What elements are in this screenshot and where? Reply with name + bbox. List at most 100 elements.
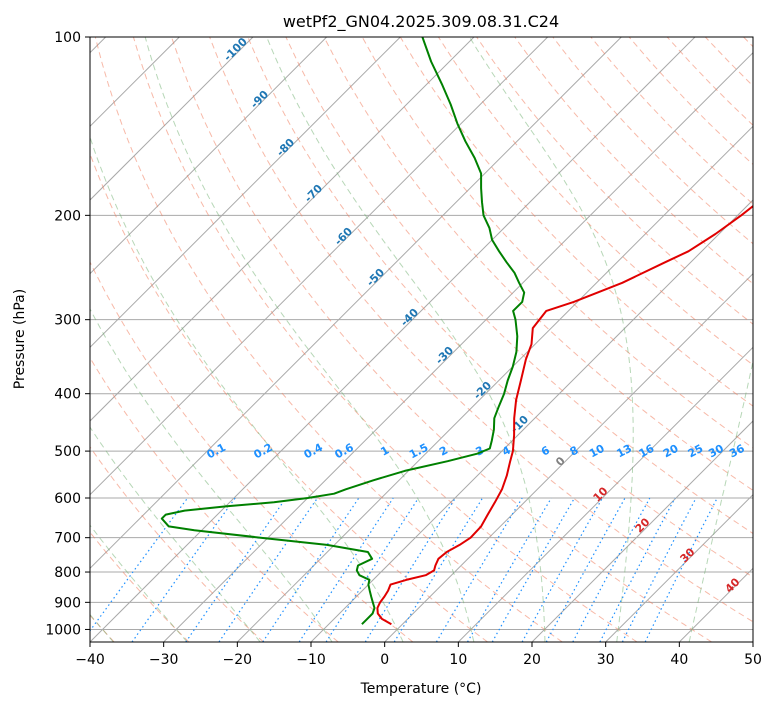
x-axis-label: Temperature (°C) xyxy=(360,681,482,697)
mixing-ratio-line xyxy=(218,497,318,642)
isotherm-line xyxy=(605,493,753,642)
chart-title: wetPf2_GN04.2025.309.08.31.C24 xyxy=(283,12,559,32)
mixing-ratio-label: 0.6 xyxy=(333,441,357,462)
mixing-ratio-label: 1.5 xyxy=(407,441,430,462)
isotherm-line xyxy=(752,641,753,642)
y-tick-label: 200 xyxy=(54,208,81,224)
moist-adiabat-line xyxy=(266,37,546,642)
mixing-ratio-line xyxy=(262,497,360,642)
y-tick-label: 300 xyxy=(54,313,81,329)
dry-adiabat-line xyxy=(476,37,753,325)
moist-adiabat-label: 30 xyxy=(678,545,698,565)
dry-adiabat-line xyxy=(90,152,488,642)
dry-adiabat-line xyxy=(285,37,753,535)
sounding-series xyxy=(160,37,753,626)
y-tick-label: 900 xyxy=(54,595,81,611)
moist-adiabat-line xyxy=(688,358,753,642)
moist-adiabat-lines xyxy=(90,37,775,642)
mixing-ratio-line xyxy=(644,497,718,642)
adiabat-labels: 0.1 0.2 0.4 0.6 1 1.5 2 3 4 6 8 10 13 16 20 25 30 36-100-… xyxy=(205,35,747,596)
dry-adiabat-line xyxy=(90,446,264,642)
dry-adiabat-label: -30 xyxy=(433,344,456,367)
mixing-ratio-label: 30 xyxy=(706,442,726,461)
y-tick-label: 500 xyxy=(54,444,81,460)
dry-adiabat-line xyxy=(552,37,753,245)
mixing-ratio-line xyxy=(545,497,626,642)
mixing-ratio-label: 0.2 xyxy=(252,441,275,462)
moist-adiabat-line xyxy=(90,135,404,642)
x-tick-label: 20 xyxy=(523,652,541,668)
mixing-ratio-line xyxy=(364,497,456,642)
isotherm-line xyxy=(90,37,401,349)
y-axis-label: Pressure (hPa) xyxy=(12,289,28,389)
dry-adiabat-line xyxy=(90,531,190,642)
y-tick-label: 100 xyxy=(54,30,81,46)
isotherm-line xyxy=(531,420,753,642)
mixing-ratio-label: 20 xyxy=(661,442,681,461)
dry-adiabat-label: -10 xyxy=(508,413,531,436)
mixing-ratio-label: 10 xyxy=(587,442,607,461)
dry-adiabat-line xyxy=(90,356,339,642)
isotherm-line xyxy=(236,125,753,642)
moist-adiabat-line xyxy=(90,308,333,642)
dry-adiabat-line xyxy=(132,37,638,642)
mixing-ratio-label: 0.4 xyxy=(302,441,326,462)
dry-adiabat-label: -60 xyxy=(332,225,355,248)
moist-adiabat-label: 20 xyxy=(633,515,653,535)
mixing-ratio-label: 25 xyxy=(686,442,706,461)
moist-adiabat-line xyxy=(90,426,261,642)
temperature-profile-line xyxy=(376,204,753,626)
y-tick-label: 1000 xyxy=(45,622,81,638)
mixing-ratio-line xyxy=(298,497,394,642)
y-tick-label: 600 xyxy=(54,491,81,507)
moist-adiabat-line xyxy=(469,37,634,642)
dry-adiabat-label: -80 xyxy=(274,136,297,159)
dry-adiabat-line xyxy=(247,37,753,578)
mixing-ratio-label: 16 xyxy=(637,442,657,461)
dry-adiabat-label: -50 xyxy=(364,266,387,289)
dry-adiabat-line xyxy=(437,37,753,366)
mixing-ratio-line xyxy=(131,497,236,642)
x-tick-label: 30 xyxy=(597,652,615,668)
dry-adiabat-line xyxy=(94,37,563,642)
isotherm-line xyxy=(163,51,753,642)
dry-adiabat-label: -90 xyxy=(248,88,271,111)
mixing-ratio-line xyxy=(491,497,576,642)
mixing-ratio-label: 36 xyxy=(727,442,747,461)
dry-adiabat-label: -20 xyxy=(471,379,494,402)
dry-adiabat-line xyxy=(514,37,753,285)
x-tick-label: 10 xyxy=(449,652,467,668)
pressure-grid xyxy=(90,37,753,630)
y-tick-label: 800 xyxy=(54,565,81,581)
dry-adiabat-line xyxy=(704,37,753,87)
x-tick-label: −10 xyxy=(296,652,326,668)
mixing-ratio-line xyxy=(325,497,420,642)
moist-adiabat-line xyxy=(90,524,188,642)
dry-adiabat-line xyxy=(90,260,414,642)
isotherm-line xyxy=(90,37,328,275)
x-tick-label: 40 xyxy=(670,652,688,668)
y-axis-ticks: 1000 900 800 700 600 500 400 300 200 100 xyxy=(45,30,90,638)
y-tick-label: 400 xyxy=(54,387,81,403)
dry-adiabat-lines xyxy=(90,37,753,642)
isotherm-line xyxy=(90,37,622,570)
x-tick-label: −40 xyxy=(75,652,105,668)
mixing-ratio-line xyxy=(90,497,189,632)
mixing-ratio-lines xyxy=(90,497,718,642)
dry-adiabat-label: -70 xyxy=(302,182,325,205)
dry-adiabat-label: -100 xyxy=(221,35,250,64)
x-tick-label: −20 xyxy=(223,652,253,668)
plot-frame xyxy=(89,36,754,643)
mixing-ratio-line xyxy=(621,497,697,642)
dry-adiabat-line xyxy=(743,37,753,48)
dry-adiabat-line xyxy=(323,37,753,491)
isotherm-line xyxy=(384,272,753,642)
moist-adiabat-line xyxy=(762,37,775,642)
moist-adiabat-line xyxy=(144,37,475,642)
isotherm-grid xyxy=(90,37,753,642)
mixing-ratio-label: 13 xyxy=(614,442,634,461)
moist-adiabat-label: 10 xyxy=(591,484,611,504)
y-tick-label: 700 xyxy=(54,531,81,547)
x-tick-label: −30 xyxy=(149,652,179,668)
